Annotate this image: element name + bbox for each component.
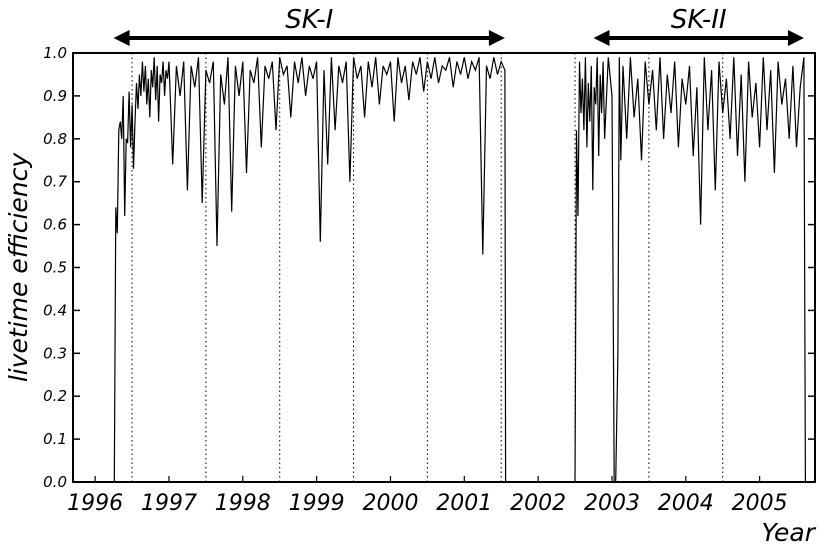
plot-frame <box>72 52 816 483</box>
x-tick-label: 2002 <box>510 491 566 516</box>
x-tick-label: 2005 <box>732 491 788 516</box>
x-tick-label: 2003 <box>584 491 640 516</box>
y-axis-title: livetime efficiency <box>4 152 33 383</box>
y-tick-label: 0.4 <box>43 301 67 319</box>
y-tick-label: 0.0 <box>43 473 67 491</box>
y-axis-ticks: 0.0 0.1 0.2 0.3 0.4 0.5 0.6 0.7 0.8 0.9 1.0 <box>43 44 815 491</box>
period-arrow-right-head <box>787 30 804 46</box>
period-arrow-right-head <box>488 30 505 46</box>
y-tick-label: 1.0 <box>43 44 67 62</box>
x-tick-label: 2001 <box>436 491 492 516</box>
y-tick-label: 0.1 <box>43 430 67 448</box>
x-axis-title: Year <box>761 518 816 547</box>
y-tick-label: 0.2 <box>43 387 67 405</box>
y-tick-label: 0.7 <box>43 173 67 191</box>
efficiency-line-0 <box>73 57 507 483</box>
x-tick-label: 1996 <box>67 491 123 516</box>
y-tick-label: 0.3 <box>43 344 67 362</box>
efficiency-series <box>73 57 806 483</box>
y-tick-label: 0.8 <box>43 130 67 148</box>
efficiency-line-1 <box>574 57 806 483</box>
x-tick-label: 1999 <box>289 491 345 516</box>
period-label: SK-I <box>285 5 333 35</box>
x-tick-label: 1997 <box>141 491 197 516</box>
period-arrows: SK-I SK-II <box>113 5 804 46</box>
x-tick-label: 2004 <box>658 491 714 516</box>
y-tick-label: 0.6 <box>43 216 67 234</box>
period-arrow-left-head <box>113 30 130 46</box>
x-tick-label: 2000 <box>362 491 418 516</box>
period-label: SK-II <box>671 5 727 35</box>
x-axis-ticks: 1996 1997 1998 1999 2000 2001 2002 2003 2004 2005 <box>67 476 788 516</box>
y-tick-label: 0.9 <box>43 87 67 105</box>
y-tick-label: 0.5 <box>43 259 67 277</box>
period-arrow-left-head <box>593 30 610 46</box>
x-tick-label: 1998 <box>215 491 271 516</box>
